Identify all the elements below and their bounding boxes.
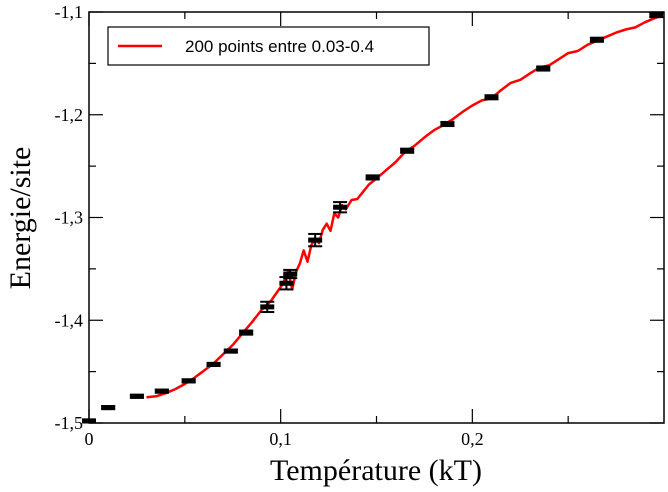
y-axis-title: Energie/site: [4, 147, 37, 290]
axis-tick-labels: 0 0,1 0,2 -1,5 -1,4 -1,3 -1,2 -1,1: [55, 2, 484, 449]
legend-label: 200 points entre 0.03-0.4: [185, 37, 374, 56]
errorbar-point: [239, 329, 254, 336]
errorbar-point: [589, 36, 604, 43]
errorbar-point: [536, 65, 551, 72]
errorbar-point: [308, 232, 323, 248]
errorbar-point: [223, 348, 238, 354]
y-tick-label: -1,3: [55, 208, 84, 228]
series-line: [146, 13, 665, 399]
errorbar-point: [365, 174, 380, 181]
errorbar-point: [333, 201, 348, 214]
y-tick-label: -1,1: [55, 2, 84, 22]
axis-ticks: [88, 11, 664, 424]
legend: 200 points entre 0.03-0.4: [107, 26, 430, 66]
errorbar-point: [129, 393, 144, 399]
x-tick-label: 0,2: [461, 429, 484, 449]
errorbar-point: [206, 361, 221, 367]
x-tick-label: 0: [85, 429, 94, 449]
errorbar-point: [154, 388, 169, 394]
errorbar-layer: [82, 12, 664, 424]
errorbar-point: [101, 405, 116, 411]
y-tick-label: -1,4: [55, 310, 84, 330]
errorbar-point: [260, 300, 275, 314]
errorbar-point: [649, 12, 664, 19]
y-tick-label: -1,5: [55, 413, 84, 433]
plot-frame: [88, 11, 665, 424]
errorbar-point: [400, 147, 415, 154]
series-layer: [146, 13, 665, 399]
errorbar-point: [484, 94, 499, 101]
errorbar-point: [82, 418, 96, 424]
errorbar-point: [440, 120, 455, 128]
y-tick-label: -1,2: [55, 105, 84, 125]
x-tick-label: 0,1: [269, 429, 292, 449]
x-axis-title: Température (kT): [270, 454, 482, 487]
errorbar-point: [283, 268, 298, 280]
errorbar-point: [181, 378, 196, 384]
